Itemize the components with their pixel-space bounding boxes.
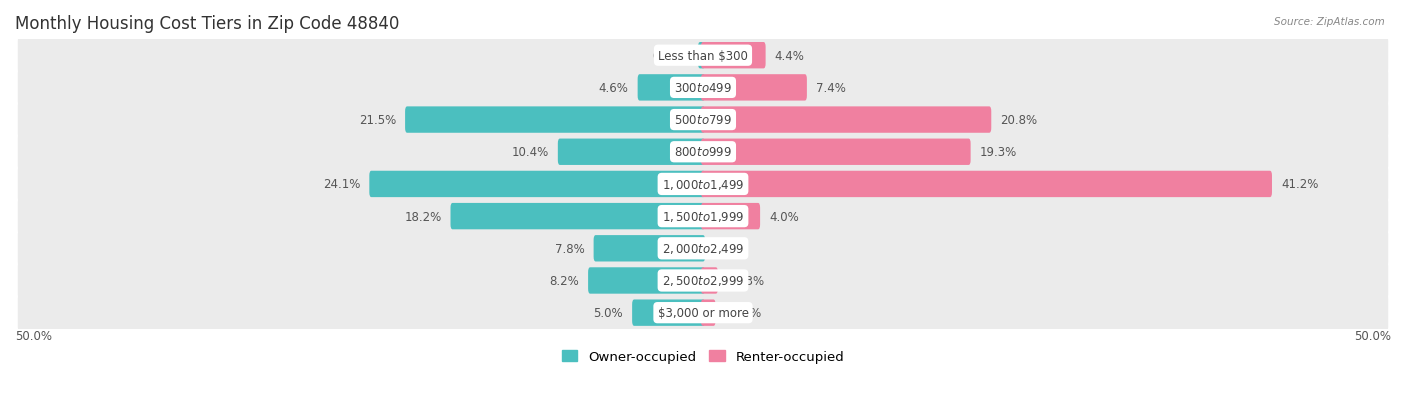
Text: 18.2%: 18.2%	[405, 210, 441, 223]
FancyBboxPatch shape	[702, 43, 766, 69]
Text: Less than $300: Less than $300	[658, 50, 748, 62]
FancyBboxPatch shape	[18, 162, 1388, 206]
FancyBboxPatch shape	[405, 107, 704, 133]
Text: 4.4%: 4.4%	[775, 50, 804, 62]
Text: 19.3%: 19.3%	[980, 146, 1017, 159]
FancyBboxPatch shape	[18, 66, 1388, 110]
FancyBboxPatch shape	[18, 130, 1388, 175]
FancyBboxPatch shape	[702, 75, 807, 101]
Text: 50.0%: 50.0%	[15, 330, 52, 342]
Text: $2,500 to $2,999: $2,500 to $2,999	[662, 274, 744, 288]
Text: Source: ZipAtlas.com: Source: ZipAtlas.com	[1274, 17, 1385, 26]
FancyBboxPatch shape	[18, 195, 1388, 239]
Text: 4.6%: 4.6%	[599, 82, 628, 95]
Text: 10.4%: 10.4%	[512, 146, 548, 159]
Text: 0.93%: 0.93%	[727, 274, 763, 287]
Text: 0.21%: 0.21%	[652, 50, 689, 62]
FancyBboxPatch shape	[702, 204, 761, 230]
Text: $800 to $999: $800 to $999	[673, 146, 733, 159]
FancyBboxPatch shape	[450, 204, 704, 230]
FancyBboxPatch shape	[633, 300, 704, 326]
FancyBboxPatch shape	[588, 268, 704, 294]
FancyBboxPatch shape	[18, 259, 1388, 303]
FancyBboxPatch shape	[638, 75, 704, 101]
Text: $1,500 to $1,999: $1,500 to $1,999	[662, 210, 744, 223]
Text: 20.8%: 20.8%	[1000, 114, 1038, 127]
Text: 41.2%: 41.2%	[1281, 178, 1319, 191]
Legend: Owner-occupied, Renter-occupied: Owner-occupied, Renter-occupied	[557, 345, 849, 369]
Text: 5.0%: 5.0%	[593, 306, 623, 319]
FancyBboxPatch shape	[702, 107, 991, 133]
Text: $500 to $799: $500 to $799	[673, 114, 733, 127]
FancyBboxPatch shape	[18, 291, 1388, 335]
FancyBboxPatch shape	[18, 34, 1388, 78]
Text: Monthly Housing Cost Tiers in Zip Code 48840: Monthly Housing Cost Tiers in Zip Code 4…	[15, 15, 399, 33]
Text: $300 to $499: $300 to $499	[673, 82, 733, 95]
Text: $3,000 or more: $3,000 or more	[658, 306, 748, 319]
FancyBboxPatch shape	[702, 139, 970, 166]
Text: 50.0%: 50.0%	[1354, 330, 1391, 342]
Text: 4.0%: 4.0%	[769, 210, 799, 223]
FancyBboxPatch shape	[370, 171, 704, 198]
Text: 7.4%: 7.4%	[815, 82, 845, 95]
FancyBboxPatch shape	[702, 171, 1272, 198]
FancyBboxPatch shape	[593, 235, 704, 262]
Text: 8.2%: 8.2%	[550, 274, 579, 287]
Text: 7.8%: 7.8%	[555, 242, 585, 255]
Text: $2,000 to $2,499: $2,000 to $2,499	[662, 242, 744, 256]
Text: 0.76%: 0.76%	[724, 306, 762, 319]
FancyBboxPatch shape	[702, 300, 716, 326]
FancyBboxPatch shape	[18, 98, 1388, 142]
FancyBboxPatch shape	[558, 139, 704, 166]
Text: $1,000 to $1,499: $1,000 to $1,499	[662, 178, 744, 192]
Text: 0.0%: 0.0%	[714, 242, 744, 255]
FancyBboxPatch shape	[697, 43, 704, 69]
Text: 24.1%: 24.1%	[323, 178, 360, 191]
FancyBboxPatch shape	[702, 268, 718, 294]
Text: 21.5%: 21.5%	[359, 114, 396, 127]
FancyBboxPatch shape	[18, 227, 1388, 271]
